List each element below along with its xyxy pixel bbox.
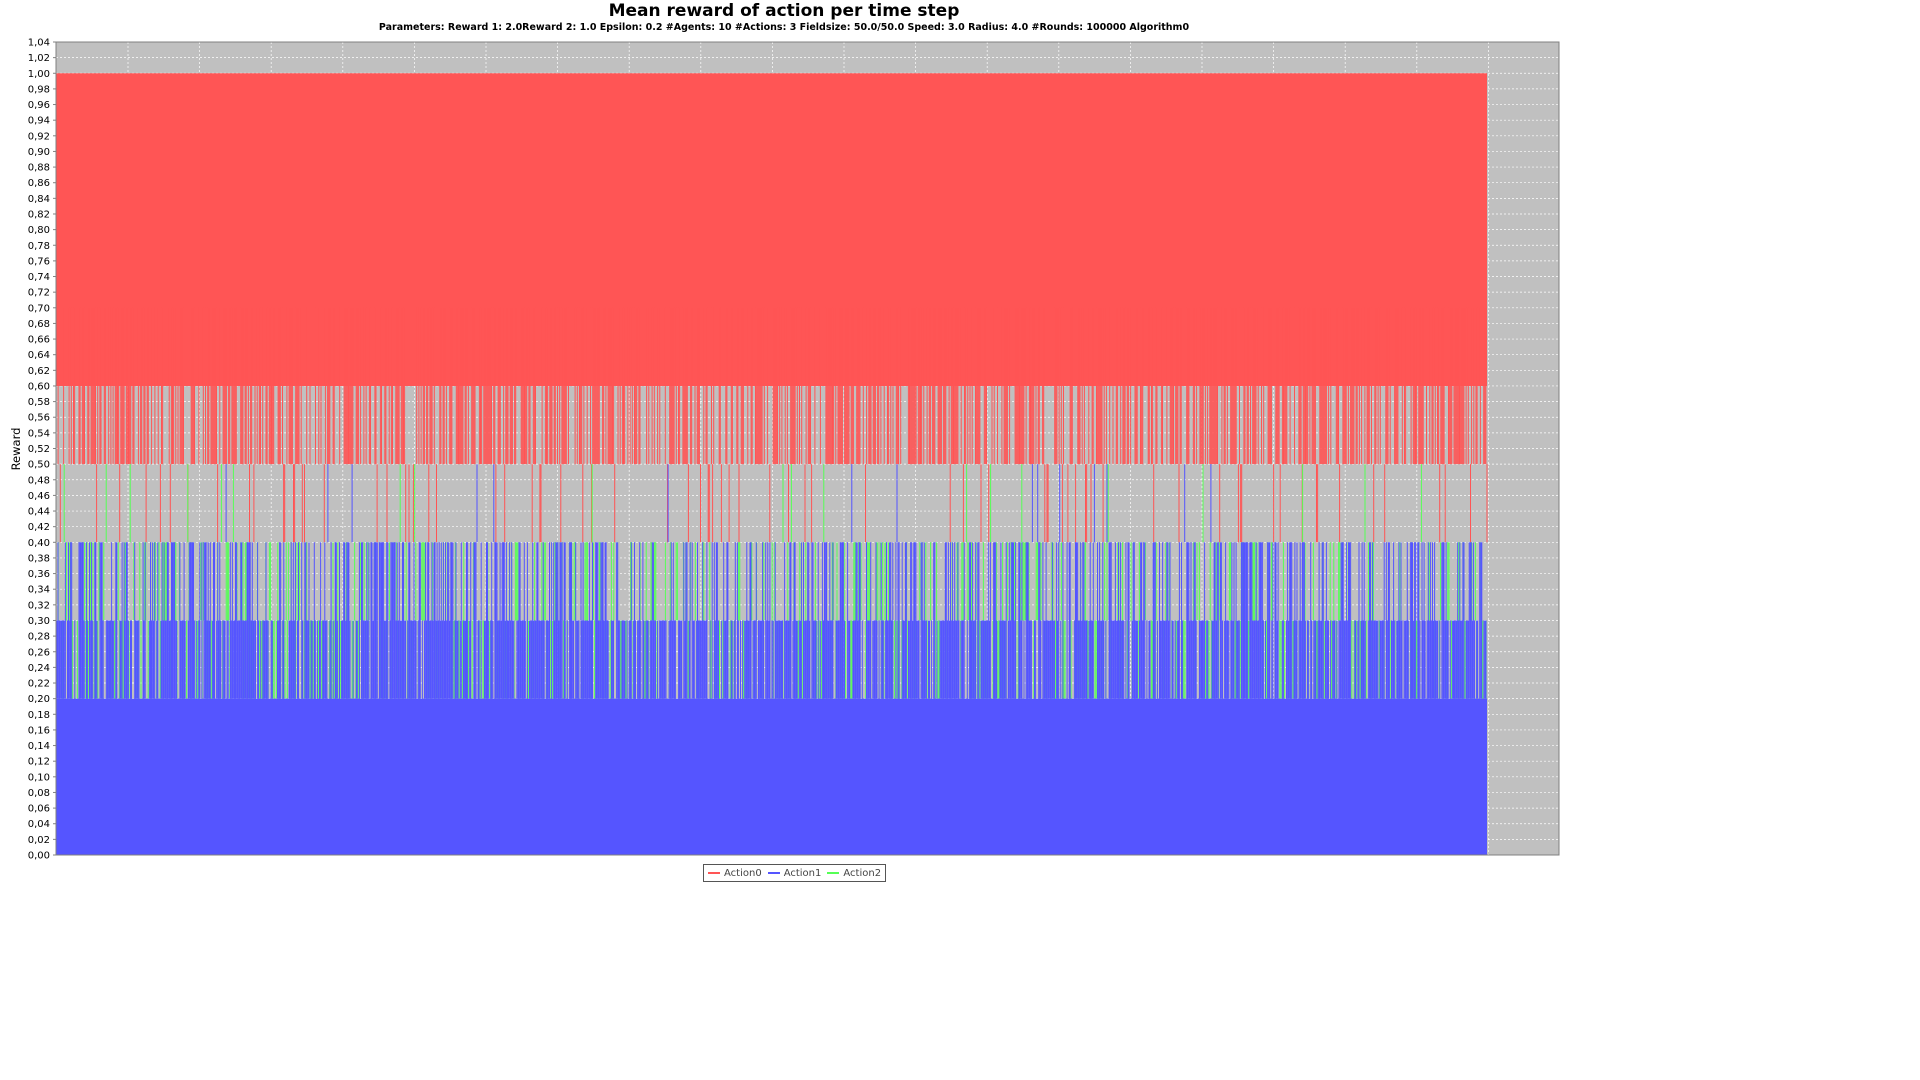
series-action1-line [56,464,1487,699]
y-tick-label: 0,98 [28,84,50,95]
y-tick-label: 0,00 [28,851,50,862]
y-tick-label: 0,12 [28,757,50,768]
chart-title: Mean reward of action per time step [608,1,960,21]
y-tick-label: 0,60 [28,381,50,392]
y-tick-label: 0,50 [28,460,50,471]
y-tick-label: 0,88 [28,163,50,174]
y-tick-label: 0,86 [28,178,50,189]
y-tick-label: 0,38 [28,553,50,564]
y-tick-label: 0,08 [28,788,50,799]
y-tick-label: 0,18 [28,710,50,721]
y-tick-label: 0,74 [28,272,50,283]
y-tick-label: 0,56 [28,413,50,424]
y-tick-label: 0,80 [28,225,50,236]
series-action0-line [57,307,1488,543]
y-tick-label: 0,84 [28,194,50,205]
y-tick-label: 0,58 [28,397,50,408]
y-tick-label: 0,24 [28,663,50,674]
y-tick-label: 0,90 [28,147,50,158]
y-tick-label: 0,94 [28,116,50,127]
y-tick-label: 1,04 [28,38,50,49]
y-tick-label: 0,14 [28,741,50,752]
y-tick-label: 0,52 [28,444,50,455]
y-tick-label: 0,70 [28,303,50,314]
y-tick-label: 0,66 [28,335,50,346]
plot-border [55,41,1560,856]
y-tick-label: 0,34 [28,585,50,596]
y-tick-label: 0,96 [28,100,50,111]
series-action0-band [56,73,1487,386]
legend-item-action1: Action1 [767,867,822,879]
y-tick-label: 1,02 [28,53,50,64]
y-tick-label: 0,30 [28,616,50,627]
chart-subtitle: Parameters: Reward 1: 2.0Reward 2: 1.0 E… [378,22,1190,33]
y-tick-label: 0,44 [28,507,50,518]
y-tick-label: 0,06 [28,804,50,815]
y-tick-label: 0,28 [28,632,50,643]
legend-item-action0: Action0 [708,868,762,879]
y-tick-label: 0,02 [28,835,50,846]
y-tick-label: 0,64 [28,350,50,361]
legend-label-action2: Action2 [843,867,882,879]
y-axis: 0,00 0,02 0,04 0,06 0,08 0,10 0,12 0,14 0,16 0,18… [28,38,56,862]
y-tick-label: 0,20 [28,694,50,705]
y-tick-label: 0,48 [28,475,50,486]
y-tick-label: 0,16 [28,725,50,736]
y-tick-label: 0,26 [28,647,50,658]
legend-swatch-action1 [767,872,780,874]
y-tick-label: 0,22 [28,679,50,690]
legend: Action0 Action1 Action2 [703,864,887,882]
y-tick-label: 0,40 [28,538,50,549]
series-layer [56,73,1488,855]
y-tick-label: 0,78 [28,241,50,252]
y-tick-label: 0,36 [28,569,50,580]
y-tick-label: 0,32 [28,600,50,611]
y-tick-label: 0,04 [28,819,50,830]
y-tick-label: 0,62 [28,366,50,377]
y-tick-label: 1,00 [28,69,50,80]
y-tick-label: 0,68 [28,319,50,330]
y-tick-label: 0,92 [28,131,50,142]
chart-canvas: 0,00 0,02 0,04 0,06 0,08 0,10 0,12 0,14 0,16 0,18… [28,38,1560,862]
legend-item-action2: Action2 [827,868,881,879]
y-tick-label: 0,54 [28,428,50,439]
y-tick-label: 0,10 [28,772,50,783]
legend-label-action0: Action0 [724,867,762,879]
y-tick-label: 0,42 [28,522,50,533]
y-tick-label: 0,82 [28,209,50,220]
legend-swatch-action0 [708,872,720,874]
y-tick-label: 0,46 [28,491,50,502]
y-tick-label: 0,76 [28,256,50,267]
series-action1-band [56,698,1487,855]
y-tick-label: 0,72 [28,288,50,299]
legend-label-action1: Action1 [783,867,822,879]
legend-swatch-action2 [827,872,840,874]
